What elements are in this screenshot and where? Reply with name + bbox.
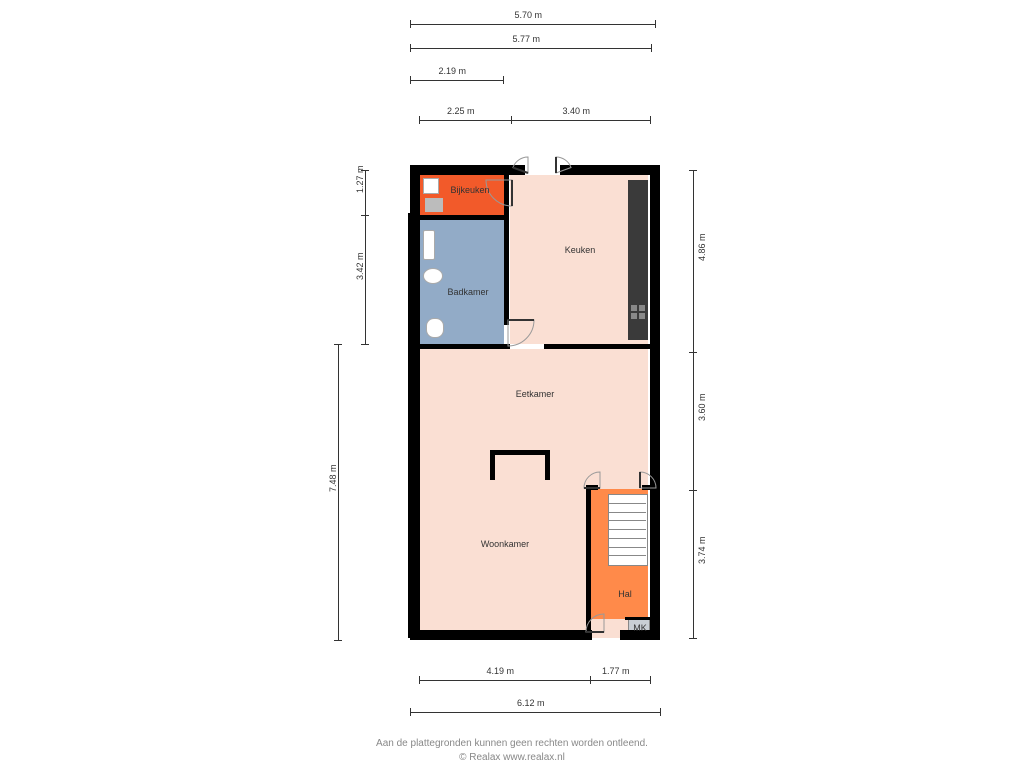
dimension-label: 5.70 m (515, 10, 543, 20)
room-label-eetkamer: Eetkamer (505, 389, 565, 399)
dimension-label: 1.27 m (355, 165, 365, 193)
room-label-woonkamer: Woonkamer (475, 539, 535, 549)
room-label-keuken: Keuken (550, 245, 610, 255)
footer-disclaimer: Aan de plattegronden kunnen geen rechten… (0, 738, 1024, 749)
footer-copyright: © Realax www.realax.nl (0, 752, 1024, 763)
dimension-label: 3.42 m (355, 252, 365, 280)
dimension-label: 5.77 m (513, 34, 541, 44)
dimension-label: 2.19 m (439, 66, 467, 76)
room-label-badkamer: Badkamer (438, 287, 498, 297)
room-label-hal: Hal (595, 589, 655, 599)
dimension-label: 6.12 m (517, 698, 545, 708)
dimension-label: 3.60 m (697, 393, 707, 421)
room-label-mk: MK (610, 623, 670, 633)
dimension-label: 4.86 m (697, 233, 707, 261)
dimension-label: 7.48 m (328, 464, 338, 492)
dimension-label: 3.74 m (697, 536, 707, 564)
room-label-bijkeuken: Bijkeuken (440, 185, 500, 195)
